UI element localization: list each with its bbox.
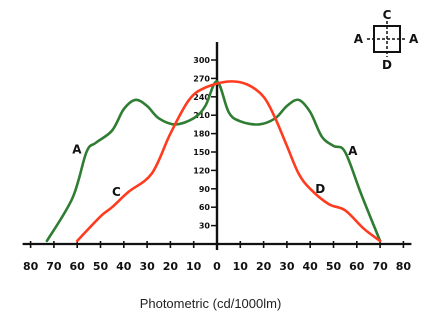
orientation-legend: C A A D bbox=[354, 8, 419, 72]
curve-label: A bbox=[72, 143, 82, 157]
x-tick-label: 10 bbox=[186, 260, 202, 273]
x-tick-label: 50 bbox=[93, 260, 109, 273]
x-tick-label: 40 bbox=[116, 260, 132, 273]
x-tick-label: 70 bbox=[372, 260, 388, 273]
curve-label: D bbox=[315, 182, 325, 196]
y-tick-label: 180 bbox=[193, 130, 210, 139]
x-tick-label: 40 bbox=[303, 260, 319, 273]
series-group bbox=[45, 80, 382, 243]
x-tick-label: 50 bbox=[326, 260, 342, 273]
legend-label-right: A bbox=[409, 32, 419, 46]
x-tick-label: 20 bbox=[256, 260, 272, 273]
y-tick-label: 90 bbox=[199, 185, 211, 194]
x-tick-label: 30 bbox=[279, 260, 295, 273]
annotations-group: A C D A bbox=[72, 143, 358, 199]
x-tick-label: 20 bbox=[163, 260, 179, 273]
chart-caption: Photometric (cd/1000lm) bbox=[139, 296, 282, 311]
x-tick-label: 0 bbox=[213, 260, 221, 273]
y-tick-label: 60 bbox=[199, 203, 211, 212]
curve-label: C bbox=[112, 185, 121, 199]
y-tick-label: 150 bbox=[193, 148, 210, 157]
legend-label-bottom: D bbox=[382, 58, 392, 72]
y-tick-label: 300 bbox=[193, 56, 210, 65]
y-tick-label: 210 bbox=[193, 111, 210, 120]
legend-label-left: A bbox=[354, 32, 364, 46]
x-tick-label: 60 bbox=[70, 260, 86, 273]
x-tick-label: 60 bbox=[349, 260, 365, 273]
y-tick-label: 240 bbox=[193, 93, 210, 102]
axes-group: 80 70 60 50 40 30 20 10 0 10 20 30 40 50 60 70 80 30 60 90 1… bbox=[22, 42, 412, 273]
series-line-a-a bbox=[45, 80, 382, 243]
x-tick-label: 30 bbox=[139, 260, 155, 273]
legend-label-top: C bbox=[383, 8, 392, 22]
x-tick-label: 10 bbox=[233, 260, 249, 273]
x-tick-label: 80 bbox=[396, 260, 412, 273]
x-tick-label: 70 bbox=[46, 260, 62, 273]
series-line-c-d bbox=[75, 80, 382, 243]
x-tick-label: 80 bbox=[23, 260, 39, 273]
curve-label: A bbox=[348, 144, 358, 158]
y-tick-label: 30 bbox=[199, 222, 211, 231]
y-tick-label: 120 bbox=[193, 166, 210, 175]
y-tick-label: 270 bbox=[193, 74, 210, 83]
